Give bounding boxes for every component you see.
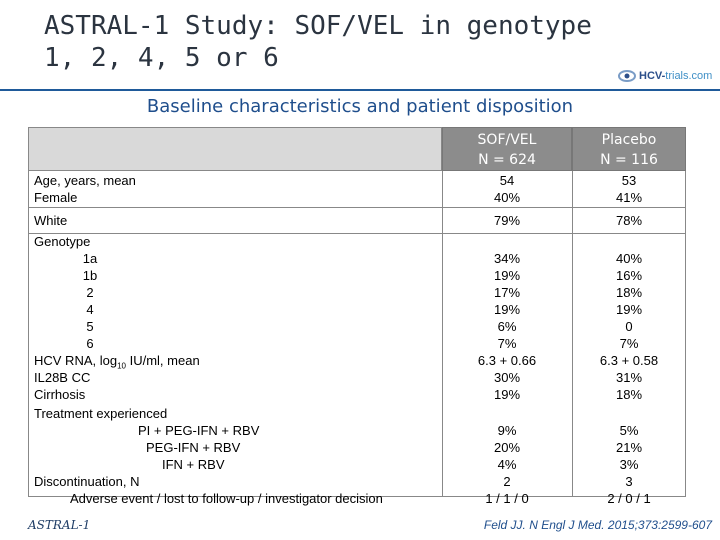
hcv-trials-logo: HCV-trials.com: [618, 66, 712, 86]
logo-text: HCV-trials.com: [639, 70, 713, 82]
row-separator: [28, 233, 686, 234]
table-header-blank: [28, 127, 442, 171]
column-header-placebo-name: Placebo: [601, 132, 657, 148]
column-header-sofvel: SOF/VEL N = 624: [442, 127, 572, 171]
footer-citation: Feld JJ. N Engl J Med. 2015;373:2599-607: [483, 518, 712, 532]
row-separator: [28, 207, 686, 208]
column-divider: [442, 171, 443, 497]
slide-subtitle: Baseline characteristics and patient dis…: [146, 96, 574, 117]
footer-study-label: ASTRAL-1: [28, 518, 91, 532]
column-divider: [572, 171, 573, 497]
header-rule: [0, 89, 720, 91]
column-header-placebo-n: N = 116: [600, 152, 658, 168]
slide-title-line-1: ASTRAL-1 Study: SOF/VEL in genotype: [44, 11, 592, 41]
column-header-placebo: Placebo N = 116: [572, 127, 686, 171]
column-header-sofvel-n: N = 624: [478, 152, 536, 168]
table-bottom-border: [28, 496, 686, 497]
baseline-table: SOF/VEL N = 624 Placebo N = 116 Age, yea…: [28, 127, 686, 507]
table-body: [28, 171, 686, 497]
slide-title-line-2: 1, 2, 4, 5 or 6: [44, 43, 279, 73]
column-header-sofvel-name: SOF/VEL: [477, 132, 537, 148]
logo-swoosh-icon: [618, 70, 636, 82]
slide-title: ASTRAL-1 Study: SOF/VEL in genotype 1, 2…: [44, 10, 644, 74]
